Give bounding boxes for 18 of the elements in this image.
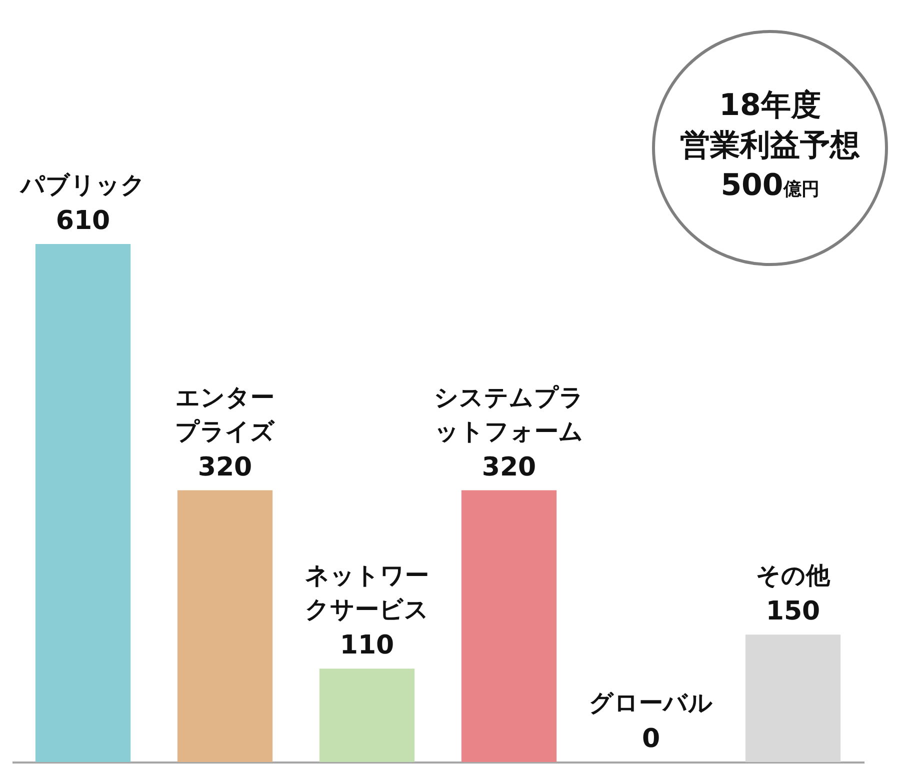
bar — [319, 668, 415, 762]
data-label: 610 — [56, 206, 110, 236]
x-tick-label: その他 — [756, 562, 831, 590]
x-tick-label: システムプラットフォーム — [434, 383, 584, 446]
bar — [745, 634, 841, 762]
bar — [461, 490, 557, 762]
bar — [177, 490, 273, 762]
data-label: 320 — [198, 452, 252, 482]
bar — [35, 244, 131, 762]
data-label: 110 — [340, 630, 394, 661]
x-tick-label: エンタープライズ — [175, 383, 275, 446]
data-label: 0 — [642, 724, 660, 754]
circle-outline: 18年度 営業利益予想 500億円 — [652, 30, 888, 266]
data-label: 150 — [766, 596, 820, 627]
data-label: 320 — [482, 452, 536, 482]
x-tick-label: ネットワークサービス — [305, 562, 429, 624]
x-tick-label: パブリック — [18, 171, 146, 199]
x-tick-label: グローバル — [589, 689, 713, 717]
